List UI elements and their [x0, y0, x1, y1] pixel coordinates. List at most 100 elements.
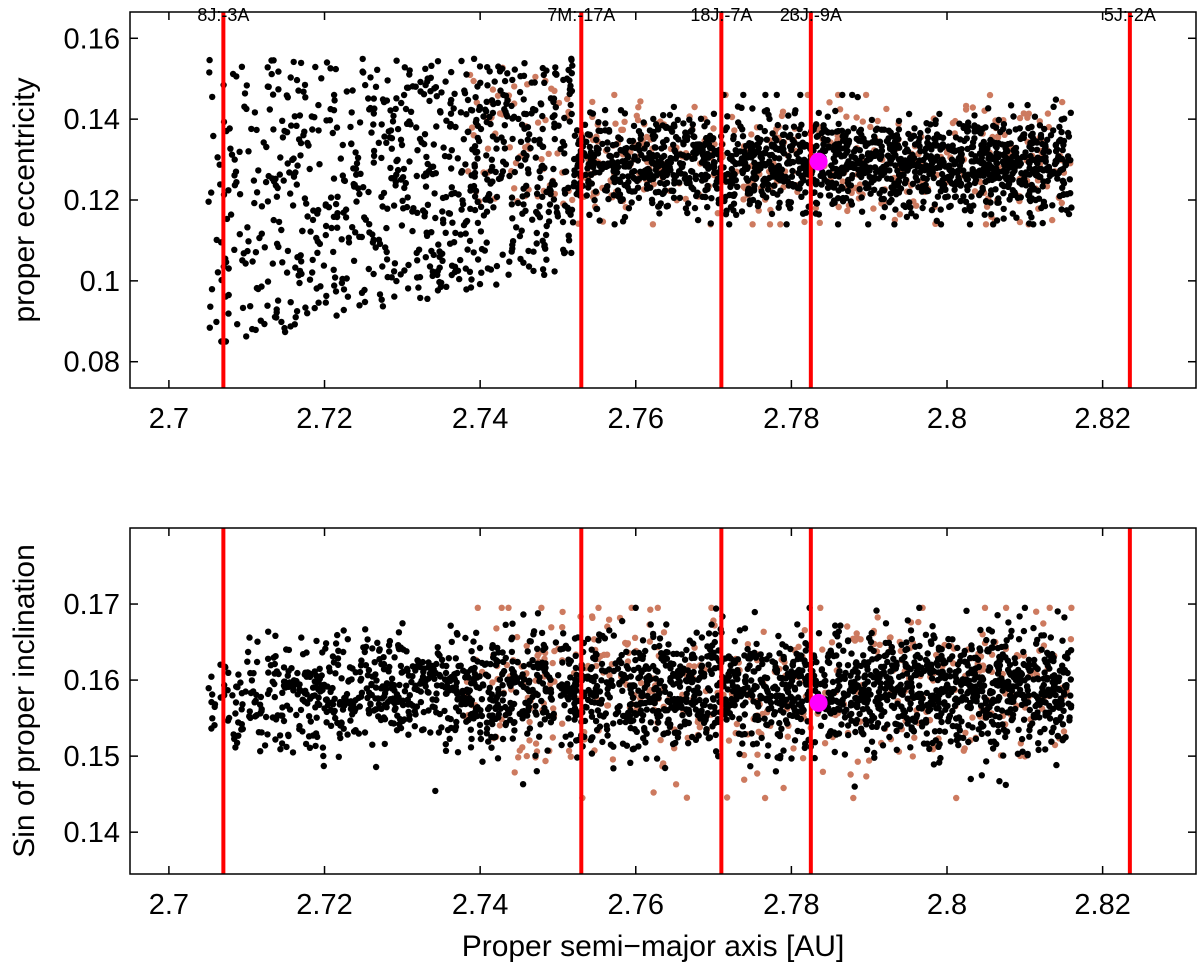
member-point: [205, 198, 212, 205]
member-point: [946, 129, 953, 136]
member-point: [528, 79, 535, 86]
member-point: [388, 175, 395, 182]
member-point: [293, 711, 300, 719]
background-point: [779, 108, 787, 115]
member-point: [982, 124, 989, 131]
member-point: [409, 227, 416, 235]
member-point: [909, 180, 917, 187]
member-point: [947, 738, 954, 745]
background-point: [828, 639, 836, 646]
member-point: [461, 87, 468, 94]
member-point: [416, 273, 424, 281]
member-point: [1026, 209, 1033, 217]
background-point: [744, 641, 752, 648]
member-point: [267, 662, 275, 669]
member-point: [208, 673, 215, 680]
background-point: [754, 770, 761, 777]
member-point: [448, 68, 455, 76]
member-point: [495, 689, 502, 696]
background-point: [650, 789, 657, 796]
member-point: [689, 168, 696, 175]
member-point: [243, 333, 250, 340]
member-point: [443, 117, 450, 124]
member-point: [782, 124, 789, 131]
member-point: [1021, 677, 1028, 684]
member-point: [284, 94, 291, 101]
member-point: [800, 177, 807, 184]
member-point: [444, 715, 452, 722]
member-point: [923, 730, 930, 737]
member-point: [829, 200, 836, 208]
member-point: [280, 664, 288, 671]
member-point: [835, 187, 842, 194]
member-point: [474, 712, 481, 720]
member-point: [994, 705, 1001, 712]
member-point: [231, 246, 238, 253]
member-point: [753, 174, 760, 181]
member-point: [471, 193, 479, 200]
member-point: [703, 713, 710, 720]
member-point: [1005, 128, 1013, 135]
member-point: [339, 275, 346, 283]
member-point: [776, 155, 783, 162]
member-point: [453, 629, 461, 637]
member-point: [527, 144, 534, 152]
member-point: [946, 667, 953, 674]
member-point: [1012, 659, 1019, 667]
member-point: [524, 166, 532, 173]
member-point: [639, 173, 646, 180]
member-point: [929, 623, 936, 630]
member-point: [978, 168, 985, 175]
member-point: [996, 778, 1003, 785]
member-point: [1025, 656, 1033, 663]
member-point: [963, 607, 970, 614]
member-point: [391, 706, 398, 714]
member-point: [1017, 160, 1024, 167]
member-point: [908, 210, 915, 217]
member-point: [552, 639, 560, 646]
member-point: [917, 129, 924, 137]
background-point: [1067, 636, 1075, 643]
member-point: [796, 185, 803, 192]
member-point: [841, 714, 849, 721]
member-point: [966, 221, 974, 228]
member-point: [604, 139, 611, 146]
member-point: [604, 183, 611, 190]
member-point: [367, 74, 374, 81]
member-point: [511, 719, 518, 726]
member-point: [261, 742, 269, 749]
member-point: [830, 146, 837, 154]
member-point: [588, 750, 596, 757]
member-point: [796, 141, 803, 148]
member-point: [242, 260, 249, 267]
member-point: [322, 231, 329, 239]
member-point: [989, 688, 996, 696]
member-point: [559, 218, 567, 226]
member-point: [493, 262, 501, 270]
member-point: [449, 219, 456, 226]
background-point: [801, 218, 808, 226]
member-point: [656, 635, 664, 642]
member-point: [540, 641, 547, 649]
member-point: [516, 88, 524, 96]
member-point: [370, 270, 377, 278]
member-point: [739, 740, 746, 747]
member-point: [739, 167, 746, 175]
member-point: [888, 702, 896, 709]
member-point: [231, 182, 239, 189]
member-point: [378, 154, 385, 162]
background-point: [799, 755, 807, 762]
member-point: [812, 181, 820, 188]
member-point: [1055, 153, 1062, 160]
member-point: [750, 169, 757, 176]
member-point: [301, 81, 309, 89]
member-point: [452, 670, 459, 677]
member-point: [504, 113, 511, 120]
member-point: [619, 158, 626, 165]
member-point: [1042, 746, 1049, 753]
member-point: [549, 178, 556, 185]
member-point: [329, 129, 336, 137]
member-point: [785, 153, 792, 160]
member-point: [279, 117, 286, 125]
member-point: [520, 72, 528, 80]
